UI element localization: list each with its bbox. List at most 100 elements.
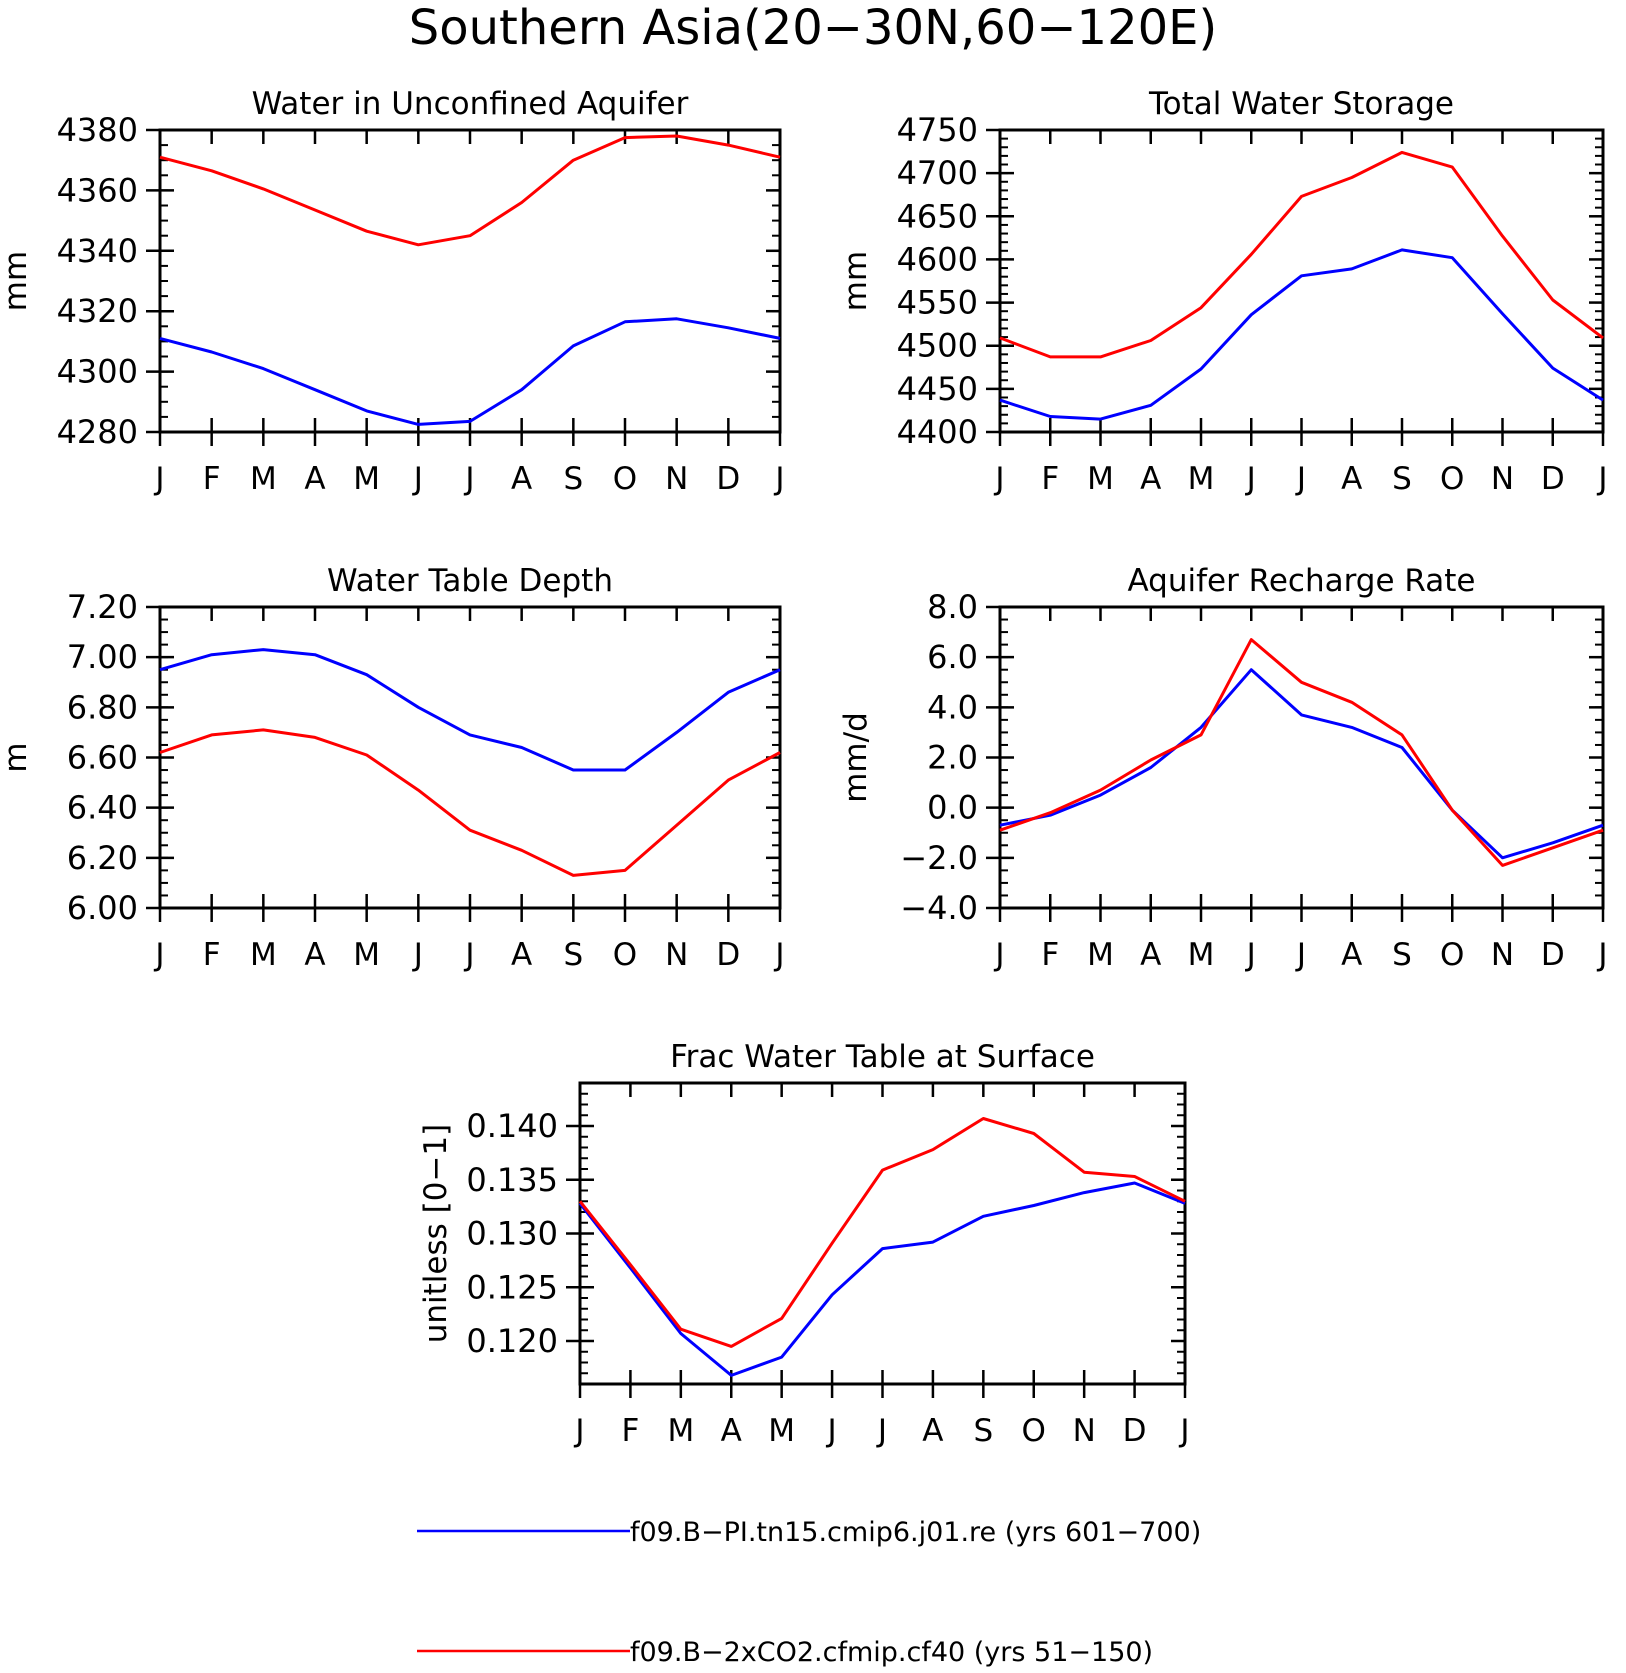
- series-line-1: [159, 317, 781, 426]
- series-line-1: [999, 668, 1604, 860]
- x-tick-label: J: [573, 1413, 584, 1449]
- y-tick-label: 7.20: [67, 588, 138, 626]
- x-tick-label: S: [973, 1413, 993, 1449]
- panel-title: Water in Unconfined Aquifer: [252, 86, 689, 122]
- y-tick-label: 6.40: [67, 789, 138, 827]
- x-tick-label: O: [613, 461, 637, 497]
- x-tick-label: O: [613, 937, 637, 973]
- series-line-2: [999, 150, 1604, 359]
- x-tick-label: S: [1392, 461, 1412, 497]
- x-tick-label: A: [304, 461, 325, 497]
- x-tick-label: M: [1087, 461, 1114, 497]
- x-tick-label: F: [203, 937, 221, 973]
- x-tick-label: J: [1245, 937, 1256, 973]
- legend-label: f09.B−PI.tn15.cmip6.j01.re (yrs 601−700): [630, 1517, 1201, 1548]
- y-axis-label: mm/d: [838, 712, 874, 803]
- y-tick-label: 0.0: [927, 789, 978, 827]
- x-tick-label: J: [773, 461, 784, 497]
- x-tick-label: J: [153, 461, 164, 497]
- panel-title: Water Table Depth: [327, 563, 613, 599]
- x-tick-label: N: [1491, 461, 1514, 497]
- x-tick-label: J: [1596, 937, 1607, 973]
- y-tick-label: 6.80: [67, 688, 138, 726]
- x-tick-label: M: [1087, 937, 1114, 973]
- x-tick-label: A: [304, 937, 325, 973]
- y-tick-label: 4500: [897, 327, 978, 365]
- legend-label: f09.B−2xCO2.cfmip.cf40 (yrs 51−150): [630, 1637, 1153, 1668]
- x-tick-label: J: [993, 937, 1004, 973]
- x-tick-label: J: [773, 937, 784, 973]
- y-tick-label: 4.0: [927, 688, 978, 726]
- y-tick-label: 6.60: [67, 739, 138, 777]
- y-axis-label: mm: [0, 251, 34, 311]
- x-tick-label: J: [826, 1413, 837, 1449]
- chart-panel-1: Water in Unconfined Aquifer mm 4280 4300 432…: [0, 86, 785, 497]
- y-tick-label: 4700: [897, 154, 978, 192]
- y-tick-label: 0.130: [466, 1215, 558, 1253]
- series-line-2: [999, 638, 1604, 867]
- plot-frame: [158, 128, 782, 434]
- y-tick-label: 4400: [897, 413, 978, 451]
- legend-entry-2: f09.B−2xCO2.cfmip.cf40 (yrs 51−150): [417, 1637, 1153, 1668]
- x-tick-label: J: [1295, 461, 1306, 497]
- x-tick-label: M: [250, 461, 277, 497]
- x-tick-label: A: [1140, 461, 1161, 497]
- y-tick-label: 0.140: [466, 1107, 558, 1145]
- plot-frame: [578, 1081, 1187, 1386]
- x-tick-label: S: [563, 461, 583, 497]
- y-tick-label: 4340: [57, 232, 138, 270]
- y-tick-label: 4450: [897, 370, 978, 408]
- y-tick-label: 0.135: [466, 1161, 558, 1199]
- x-tick-label: F: [203, 461, 221, 497]
- y-tick-label: 4360: [57, 171, 138, 209]
- series-line-1: [578, 1181, 1186, 1377]
- x-tick-label: J: [153, 937, 164, 973]
- x-tick-label: F: [621, 1413, 639, 1449]
- x-tick-label: F: [1041, 937, 1059, 973]
- y-tick-label: 4600: [897, 240, 978, 278]
- x-tick-label: J: [1295, 937, 1306, 973]
- x-tick-label: A: [922, 1413, 943, 1449]
- y-axis-label: mm: [838, 251, 874, 311]
- x-tick-label: O: [1022, 1413, 1046, 1449]
- x-tick-label: D: [1123, 1413, 1147, 1449]
- x-tick-label: M: [250, 937, 277, 973]
- x-tick-label: A: [1341, 937, 1362, 973]
- y-tick-label: 4550: [897, 284, 978, 322]
- y-tick-label: 4380: [57, 111, 138, 149]
- x-tick-label: N: [665, 461, 688, 497]
- series-line-1: [159, 648, 781, 772]
- x-tick-label: O: [1440, 461, 1464, 497]
- x-tick-label: A: [511, 937, 532, 973]
- x-tick-label: J: [412, 937, 423, 973]
- x-tick-label: J: [1596, 461, 1607, 497]
- y-tick-label: 2.0: [927, 739, 978, 777]
- x-tick-label: D: [716, 461, 740, 497]
- y-tick-label: 4300: [57, 353, 138, 391]
- x-tick-label: J: [412, 461, 423, 497]
- x-tick-label: A: [1140, 937, 1161, 973]
- x-tick-label: J: [463, 461, 474, 497]
- panel-title: Aquifer Recharge Rate: [1128, 563, 1476, 599]
- x-tick-label: N: [1491, 937, 1514, 973]
- x-tick-label: D: [716, 937, 740, 973]
- figure-title: Southern Asia(20−30N,60−120E): [409, 0, 1217, 56]
- y-tick-label: 0.120: [466, 1322, 558, 1360]
- x-tick-label: J: [993, 461, 1004, 497]
- series-line-2: [578, 1117, 1186, 1348]
- x-tick-label: M: [353, 461, 380, 497]
- panel-title: Total Water Storage: [1148, 86, 1454, 122]
- y-tick-label: 6.00: [67, 889, 138, 927]
- chart-panel-2: Total Water Storage mm 4400 4450 4500 4550 460…: [838, 86, 1608, 497]
- x-tick-label: S: [1392, 937, 1412, 973]
- x-tick-label: F: [1041, 461, 1059, 497]
- series-line-2: [159, 728, 781, 877]
- x-tick-label: J: [876, 1413, 887, 1449]
- x-tick-label: O: [1440, 937, 1464, 973]
- x-tick-label: J: [463, 937, 474, 973]
- x-tick-label: J: [1178, 1413, 1189, 1449]
- y-axis-label: m: [0, 742, 34, 772]
- plot-frame: [158, 605, 782, 910]
